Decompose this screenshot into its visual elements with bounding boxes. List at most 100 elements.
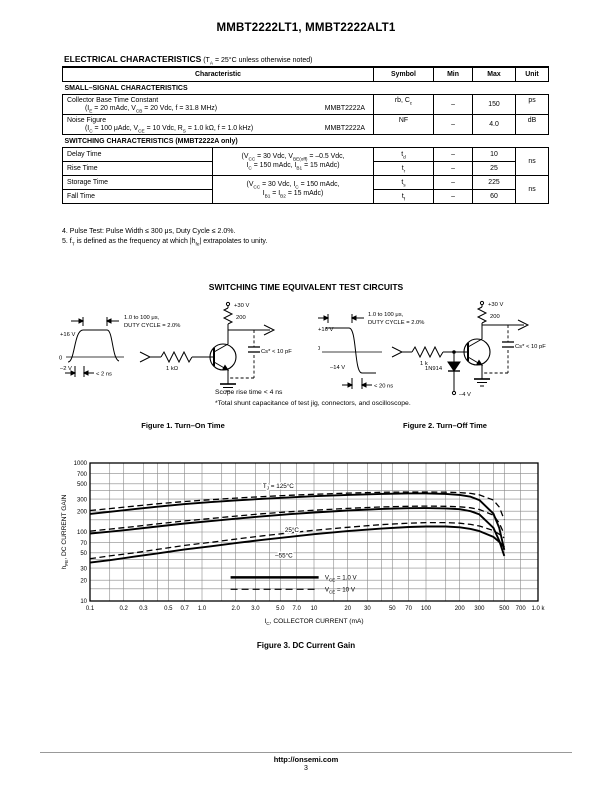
row-symbol: tr <box>373 160 434 176</box>
svg-text:2.0: 2.0 <box>232 606 241 612</box>
row-max: 25 <box>472 160 516 176</box>
row-symbol: tf <box>373 188 434 204</box>
shunt-note: *Total shunt capacitance of test jig, co… <box>215 399 411 407</box>
row-unit: ns <box>515 146 549 176</box>
electrical-characteristics-table: Characteristic Symbol Min Max Unit SMALL… <box>62 66 549 204</box>
heading-text: ELECTRICAL CHARACTERISTICS <box>64 54 202 64</box>
svg-text:0.2: 0.2 <box>120 606 129 612</box>
row-symbol: td <box>373 146 434 162</box>
chart-series <box>89 521 505 560</box>
col-min: Min <box>433 66 473 82</box>
curve-label: TJ = 125°C <box>263 482 294 491</box>
svg-text:500: 500 <box>77 482 88 488</box>
svg-text:7.0: 7.0 <box>292 606 301 612</box>
note-4: 4. Pulse Test: Pulse Width ≤ 300 μs, Dut… <box>62 228 236 235</box>
svg-text:200: 200 <box>455 606 466 612</box>
legend-label: VCE = 1.0 V <box>325 575 358 583</box>
row-max: 10 <box>472 146 516 162</box>
heading-note: (TA = 25°C unless otherwise noted) <box>201 57 313 67</box>
row-name: Noise Figure <box>67 116 107 124</box>
svg-text:200: 200 <box>77 509 88 515</box>
row-device: MMBT2222A <box>324 124 365 132</box>
circuit-notes: Scope rise time < 4 ns *Total shunt capa… <box>215 388 411 409</box>
row-min: – <box>433 188 473 204</box>
svg-text:700: 700 <box>516 606 527 612</box>
table-row-storage-time: Storage Time (VCC = 30 Vdc, IC = 150 mAd… <box>62 174 549 204</box>
chart-series <box>89 525 505 564</box>
row-max: 60 <box>472 188 516 204</box>
svg-text:5.0: 5.0 <box>276 606 285 612</box>
row-min: – <box>433 93 473 115</box>
table-row-collector-base-time-constant: Collector Base Time Constant (IE = 20 mA… <box>62 93 549 115</box>
svg-text:0.5: 0.5 <box>164 606 173 612</box>
row-name: Delay Time <box>62 146 213 162</box>
fig1-collector-resistor-label: 200 <box>236 315 246 321</box>
svg-text:1000: 1000 <box>74 461 88 467</box>
chart-series <box>89 507 506 557</box>
row-min: – <box>433 174 473 190</box>
svg-text:30: 30 <box>364 606 371 612</box>
fig2-collector-resistor-label: 200 <box>490 314 500 320</box>
footer-divider <box>40 752 572 753</box>
figure2-caption: Figure 2. Turn–Off Time <box>403 421 487 430</box>
svg-text:20: 20 <box>80 578 87 584</box>
row-symbol: ts <box>373 174 434 190</box>
curve-label: –55°C <box>275 551 293 559</box>
chart-series <box>89 492 506 551</box>
turn-on-circuit-diagram: +16 V 0 –2 V < 2 ns 1.0 to 100 μs, DUTY … <box>59 301 292 392</box>
row-condition: (IE = 20 mAdc, VCB = 20 Vdc, f = 31.8 MH… <box>85 104 218 113</box>
row-max: 225 <box>472 174 516 190</box>
table-row-delay-time: Delay Time (VCC = 30 Vdc, VBE(off) = –0.… <box>62 146 549 176</box>
fig1-dutycycle-label: DUTY CYCLE = 2.0% <box>124 323 180 329</box>
row-min: – <box>433 160 473 176</box>
footer-page-number: 3 <box>304 765 308 772</box>
y-axis-label: hFE, DC CURRENT GAIN <box>61 494 70 569</box>
table-row-fall-time: Fall Time tf – 60 <box>62 188 549 204</box>
svg-text:0.1: 0.1 <box>86 606 95 612</box>
svg-text:100: 100 <box>421 606 432 612</box>
row-device: MMBT2222A <box>324 104 365 112</box>
svg-text:300: 300 <box>474 606 485 612</box>
svg-text:30: 30 <box>80 566 87 572</box>
fig2-pulsewidth-label: 1.0 to 100 μs, <box>368 312 404 318</box>
fig2-dutycycle-label: DUTY CYCLE = 2.0% <box>368 320 424 326</box>
section-small-signal: SMALL–SIGNAL CHARACTERISTICS <box>64 84 188 92</box>
svg-text:1.0 k: 1.0 k <box>531 606 545 612</box>
fig1-vlow-label: –2 V <box>60 366 72 372</box>
svg-text:1.0: 1.0 <box>198 606 207 612</box>
svg-text:20: 20 <box>344 606 351 612</box>
row-name: Collector Base Time Constant <box>67 96 159 104</box>
fig2-vee-label: –4 V <box>459 392 471 398</box>
table-notes: 4. Pulse Test: Pulse Width ≤ 300 μs, Dut… <box>62 227 267 247</box>
row-min: – <box>433 146 473 162</box>
legend-label: VCE = 10 V <box>325 586 356 594</box>
fig2-vlow-label: –14 V <box>330 365 345 371</box>
col-max: Max <box>472 66 516 82</box>
fig1-pulsewidth-label: 1.0 to 100 μs, <box>124 315 160 321</box>
row-unit: ps <box>515 93 549 115</box>
col-characteristic: Characteristic <box>62 66 374 82</box>
row-max: 150 <box>472 93 516 115</box>
row-name: Storage Time <box>62 174 213 190</box>
switching-condition-1: (VCC = 30 Vdc, VBE(off) = –0.5 Vdc, IC =… <box>212 146 374 176</box>
svg-text:70: 70 <box>80 541 87 547</box>
fig2-edge-label: < 20 ns <box>374 384 393 390</box>
svg-text:70: 70 <box>405 606 412 612</box>
svg-text:3.0: 3.0 <box>251 606 260 612</box>
table-row-noise-figure: Noise Figure (IC = 100 μAdc, VCE = 10 Vd… <box>62 113 549 135</box>
dc-current-gain-chart: 0.1 0.2 0.3 0.5 0.7 1.0 2.0 3.0 5.0 7.0 10 20 30 50 70… <box>56 455 556 635</box>
footer-url: http://onsemi.com <box>273 755 339 764</box>
note-5: 5. fT is defined as the frequency at whi… <box>62 238 268 248</box>
x-axis-label: IC, COLLECTOR CURRENT (mA) <box>264 618 363 627</box>
svg-text:100: 100 <box>77 530 88 536</box>
switching-condition-2: (VCC = 30 Vdc, IC = 150 mAdc, IB1 = IB2 … <box>212 174 374 204</box>
curve-label: 25°C <box>285 526 300 534</box>
chart-series <box>89 505 505 535</box>
table-header-row: Characteristic Symbol Min Max Unit <box>62 66 549 82</box>
fig2-shunt-cap-label: Cs* < 10 pF <box>515 344 546 350</box>
page-title: MMBT2222LT1, MMBT2222ALT1 <box>216 22 396 34</box>
fig2-diode-label: 1N914 <box>425 366 443 372</box>
fig1-base-resistor-label: 1 kΩ <box>166 366 179 372</box>
fig1-vhigh-label: +16 V <box>60 332 75 338</box>
svg-text:0.3: 0.3 <box>139 606 148 612</box>
